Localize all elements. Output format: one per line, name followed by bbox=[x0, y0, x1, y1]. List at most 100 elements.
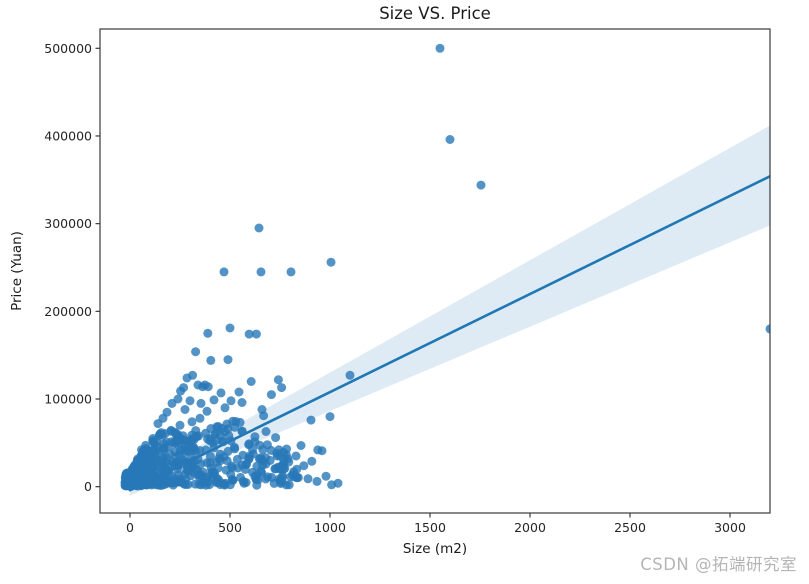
cluster-point bbox=[248, 449, 258, 459]
scatter-point bbox=[261, 427, 271, 436]
cluster-point bbox=[211, 429, 221, 439]
scatter-point bbox=[435, 43, 445, 53]
cluster-point bbox=[225, 480, 235, 490]
scatter-point bbox=[178, 431, 188, 441]
scatter-point bbox=[167, 398, 177, 408]
cluster-point bbox=[201, 445, 211, 455]
x-tick-label: 3000 bbox=[714, 520, 746, 535]
scatter-point bbox=[170, 427, 180, 437]
y-tick-label: 300000 bbox=[44, 216, 92, 231]
y-tick-label: 400000 bbox=[44, 128, 92, 143]
scatter-point bbox=[271, 433, 281, 443]
scatter-point bbox=[234, 387, 244, 397]
cluster-point bbox=[194, 431, 204, 441]
scatter-point bbox=[256, 267, 266, 277]
cluster-point bbox=[201, 480, 211, 490]
scatter-point bbox=[225, 323, 235, 333]
cluster-point bbox=[124, 470, 133, 480]
chart-title: Size VS. Price bbox=[379, 4, 491, 23]
plot-spines bbox=[99, 28, 771, 514]
cluster-point bbox=[223, 446, 233, 456]
scatter-point bbox=[149, 438, 159, 448]
scatter-point bbox=[180, 405, 190, 414]
scatter-point bbox=[296, 441, 306, 450]
cluster-point bbox=[208, 438, 218, 448]
cluster-point bbox=[258, 445, 268, 455]
scatter-point bbox=[176, 386, 186, 396]
x-tick-label: 1000 bbox=[314, 520, 346, 535]
cluster-point bbox=[136, 481, 146, 491]
cluster-point bbox=[138, 457, 148, 467]
cluster-point bbox=[250, 432, 260, 442]
cluster-point bbox=[284, 480, 294, 490]
scatter-points-layer bbox=[120, 43, 770, 491]
scatter-point bbox=[303, 474, 313, 484]
scatter-point bbox=[196, 398, 206, 408]
x-tick-label: 2000 bbox=[514, 520, 546, 535]
cluster-point bbox=[251, 474, 261, 484]
cluster-point bbox=[213, 463, 223, 473]
x-axis-label: Size (m2) bbox=[403, 541, 467, 557]
scatter-point bbox=[291, 451, 301, 461]
cluster-point bbox=[222, 456, 232, 466]
scatter-point bbox=[206, 355, 216, 365]
regression-line-layer bbox=[128, 175, 770, 492]
cluster-point bbox=[212, 478, 222, 488]
scatter-point bbox=[203, 328, 213, 338]
scatter-point bbox=[312, 476, 322, 486]
y-axis-label: Price (Yuan) bbox=[9, 231, 25, 311]
scatter-point bbox=[317, 446, 327, 456]
y-tick-label: 100000 bbox=[44, 392, 92, 407]
scatter-point bbox=[326, 257, 336, 267]
scatter-point bbox=[195, 413, 205, 423]
cluster-point bbox=[182, 458, 192, 467]
scatter-point bbox=[175, 420, 185, 430]
cluster-point bbox=[239, 478, 249, 488]
axes-layer: 0 500 1000 1500 2000 2500 3000 0 100000 200000 300… bbox=[44, 28, 771, 535]
cluster-point bbox=[215, 449, 225, 459]
scatter-point bbox=[306, 415, 316, 425]
cluster-point bbox=[241, 460, 251, 469]
cluster-point bbox=[202, 472, 212, 482]
cluster-point bbox=[168, 480, 178, 490]
scatter-point bbox=[277, 383, 287, 393]
cluster-point bbox=[276, 464, 285, 474]
cluster-point bbox=[256, 454, 266, 464]
scatter-point bbox=[327, 480, 337, 490]
scatter-point bbox=[266, 390, 276, 400]
cluster-point bbox=[222, 419, 232, 429]
x-tick-label: 0 bbox=[126, 520, 134, 535]
scatter-point bbox=[219, 267, 229, 277]
scatter-point bbox=[223, 355, 233, 365]
cluster-point bbox=[244, 440, 254, 450]
cluster-point bbox=[173, 461, 183, 471]
scatter-point bbox=[246, 377, 256, 386]
cluster-point bbox=[193, 455, 203, 464]
y-tick-label: 500000 bbox=[44, 41, 92, 56]
scatter-point bbox=[153, 419, 163, 429]
scatter-point bbox=[765, 324, 770, 334]
cluster-point bbox=[237, 427, 247, 436]
scatter-point bbox=[216, 388, 226, 398]
scatter-point bbox=[237, 398, 247, 407]
confidence-band-layer bbox=[130, 125, 770, 496]
y-tick-label: 0 bbox=[84, 479, 92, 494]
cluster-point bbox=[150, 471, 160, 481]
scatter-point bbox=[203, 382, 213, 392]
scatter-point bbox=[202, 406, 212, 416]
scatter-point bbox=[155, 429, 165, 439]
scatter-point bbox=[279, 455, 289, 464]
scatter-point bbox=[251, 329, 261, 339]
scatter-point bbox=[191, 347, 201, 357]
cluster-point bbox=[162, 465, 172, 475]
scatter-point bbox=[226, 396, 236, 406]
scatter-point bbox=[220, 403, 230, 413]
cluster-point bbox=[170, 447, 180, 457]
scatter-point bbox=[476, 180, 486, 190]
x-tick-label: 500 bbox=[218, 520, 242, 535]
scatter-point bbox=[286, 267, 296, 277]
cluster-point bbox=[235, 417, 245, 427]
cluster-point bbox=[232, 454, 242, 464]
